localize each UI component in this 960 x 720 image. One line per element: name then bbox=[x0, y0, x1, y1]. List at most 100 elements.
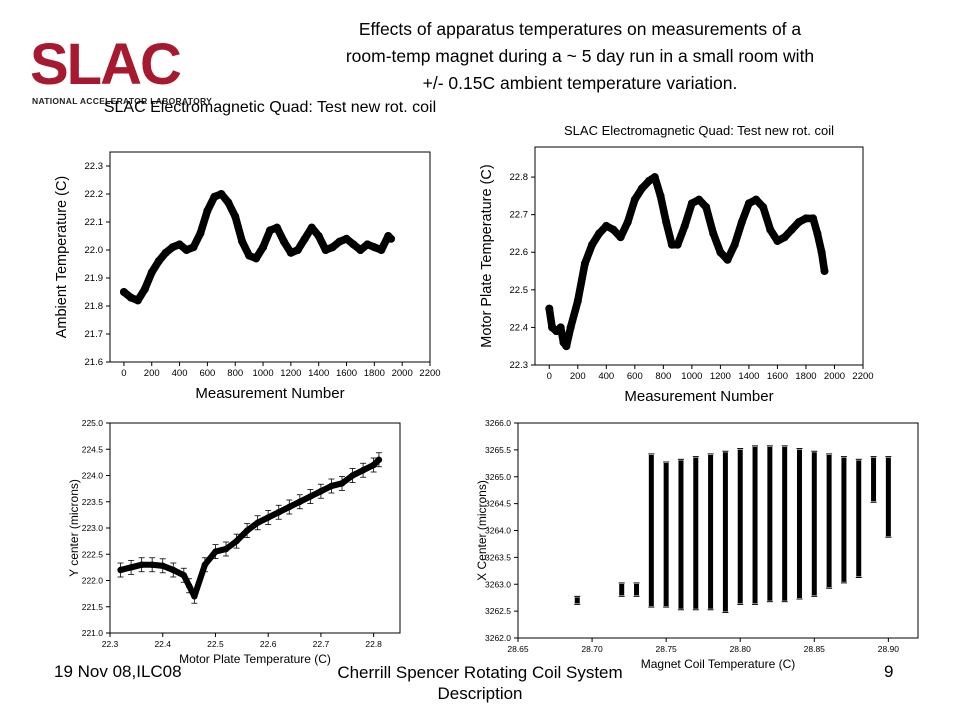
y-tick-label: 224.5 bbox=[82, 444, 104, 454]
y-tick-label: 22.5 bbox=[510, 285, 529, 296]
data-point bbox=[387, 234, 396, 243]
data-point bbox=[780, 233, 789, 242]
chart-svg: 28.65 28.70 28.75 28.80 28.85 28.90 3262.0 3262… bbox=[475, 418, 919, 671]
data-point bbox=[286, 248, 295, 257]
x-tick-label: 400 bbox=[598, 371, 614, 382]
data-point bbox=[224, 198, 233, 207]
y-tick-label: 221.5 bbox=[82, 602, 104, 612]
y-tick-label: 3264.0 bbox=[485, 526, 511, 536]
data-band bbox=[573, 259, 589, 305]
data-point bbox=[650, 173, 659, 182]
data-point bbox=[809, 214, 818, 223]
data-point bbox=[616, 233, 625, 242]
data-point bbox=[602, 221, 611, 230]
y-tick-label: 3262.5 bbox=[485, 606, 511, 616]
data-point bbox=[133, 296, 142, 305]
data-point bbox=[801, 214, 810, 223]
slac-logo-subtext: NATIONAL ACCELERATOR LABORATORY bbox=[32, 96, 213, 106]
data-point bbox=[377, 246, 386, 254]
data-band bbox=[656, 192, 670, 226]
data-point bbox=[349, 240, 358, 249]
data-point bbox=[588, 240, 597, 249]
x-tick-label: 1400 bbox=[308, 368, 329, 379]
data-point bbox=[126, 293, 135, 302]
data-point bbox=[545, 304, 554, 313]
x-tick-label: 22.7 bbox=[313, 639, 330, 649]
data-point bbox=[356, 246, 365, 254]
data-point bbox=[342, 234, 351, 243]
chart-title: SLAC Electromagnetic Quad: Test new rot.… bbox=[564, 123, 834, 138]
data-point bbox=[314, 232, 323, 240]
data-point bbox=[335, 237, 344, 246]
slide-title-line: room-temp magnet during a ~ 5 day run in… bbox=[345, 46, 815, 66]
data-point bbox=[231, 212, 240, 221]
x-tick-label: 800 bbox=[227, 368, 243, 379]
y-axis-label: X Center (microns) bbox=[475, 480, 489, 581]
data-point bbox=[623, 218, 632, 227]
y-tick-label: 225.0 bbox=[82, 418, 104, 428]
y-center-chart: 22.3 22.4 22.5 22.6 22.7 22.8 221.0 221.5 222.0 2… bbox=[67, 415, 420, 670]
x-tick-label: 600 bbox=[627, 371, 643, 382]
data-band bbox=[191, 561, 208, 600]
data-point bbox=[556, 323, 565, 332]
y-tick-label: 223.0 bbox=[82, 523, 104, 533]
data-point bbox=[702, 203, 711, 212]
data-point bbox=[175, 240, 184, 249]
x-center-chart: 28.65 28.70 28.75 28.80 28.85 28.90 3262.0 3262… bbox=[475, 415, 928, 671]
slac-logo-wordmark: SLAC bbox=[30, 32, 182, 97]
data-point bbox=[645, 176, 654, 185]
data-point bbox=[573, 297, 582, 306]
x-axis-label: Measurement Number bbox=[195, 385, 344, 402]
x-tick-label: 28.85 bbox=[804, 644, 826, 654]
data-series bbox=[119, 190, 396, 305]
x-tick-label: 2000 bbox=[824, 371, 845, 382]
x-tick-label: 2200 bbox=[419, 368, 440, 379]
y-tick-label: 3265.0 bbox=[485, 472, 511, 482]
data-point bbox=[140, 285, 149, 294]
y-tick-label: 21.9 bbox=[85, 273, 104, 284]
data-point bbox=[716, 248, 725, 257]
y-tick-label: 22.2 bbox=[85, 189, 104, 200]
data-point bbox=[161, 248, 170, 257]
y-tick-label: 3265.5 bbox=[485, 445, 511, 455]
data-point bbox=[300, 234, 309, 243]
x-tick-label: 1800 bbox=[795, 371, 816, 382]
data-point bbox=[293, 246, 302, 254]
x-tick-label: 0 bbox=[547, 371, 552, 382]
data-point bbox=[637, 184, 646, 193]
x-tick-label: 600 bbox=[199, 368, 215, 379]
x-tick-label: 1200 bbox=[280, 368, 301, 379]
data-point bbox=[370, 243, 379, 252]
data-point bbox=[787, 225, 796, 234]
slide-title-line: +/- 0.15C ambient temperature variation. bbox=[422, 73, 738, 93]
data-point bbox=[723, 255, 732, 264]
data-point bbox=[794, 218, 803, 227]
chart-svg: SLAC Electromagnetic Quad: Test new rot.… bbox=[54, 99, 441, 402]
x-tick-label: 22.5 bbox=[207, 639, 224, 649]
data-point bbox=[566, 323, 575, 332]
data-point bbox=[238, 237, 247, 246]
data-point bbox=[609, 225, 618, 234]
data-point bbox=[321, 246, 330, 254]
data-band bbox=[231, 212, 246, 246]
data-point bbox=[656, 191, 665, 200]
data-point bbox=[630, 195, 639, 204]
data-point bbox=[687, 199, 696, 208]
slac-logo: SLAC NATIONAL ACCELERATOR LABORATORY bbox=[30, 36, 230, 108]
footer-date: 19 Nov 08,ILC08 bbox=[54, 662, 182, 681]
x-tick-label: 1000 bbox=[681, 371, 702, 382]
data-point bbox=[328, 243, 337, 252]
data-point bbox=[266, 226, 274, 235]
y-tick-label: 221.0 bbox=[82, 628, 104, 638]
x-tick-label: 2200 bbox=[852, 371, 873, 382]
plot-frame bbox=[109, 151, 431, 363]
x-tick-label: 28.75 bbox=[656, 644, 678, 654]
data-point bbox=[766, 225, 775, 234]
y-tick-label: 22.3 bbox=[510, 360, 529, 371]
y-tick-label: 3263.5 bbox=[485, 552, 511, 562]
data-point bbox=[580, 259, 589, 268]
footer-author: Cherrill Spencer Rotating Coil System De… bbox=[337, 663, 623, 703]
x-tick-label: 28.90 bbox=[878, 644, 900, 654]
data-point bbox=[730, 240, 739, 249]
data-point bbox=[562, 342, 571, 351]
